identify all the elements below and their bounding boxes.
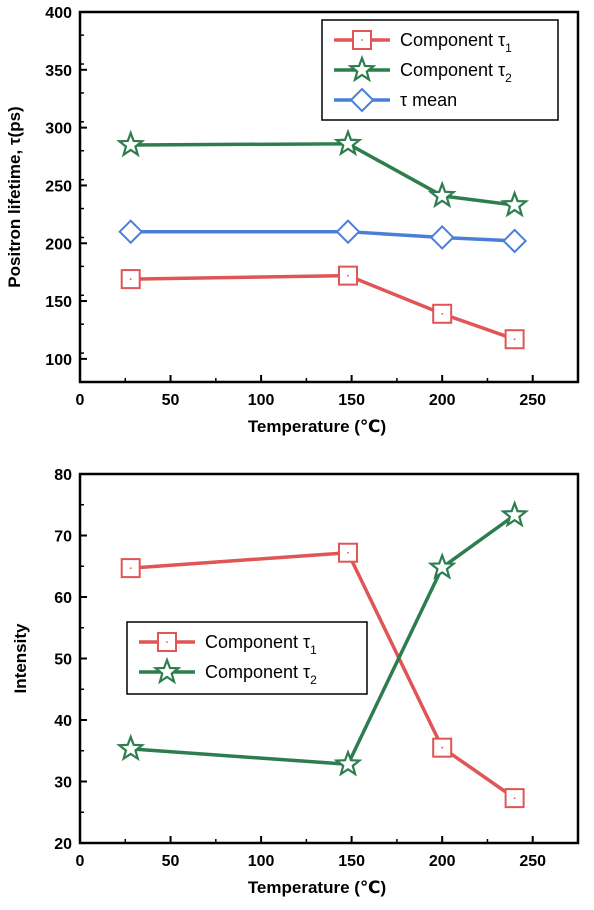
y-tick-label: 80 — [54, 467, 72, 484]
y-axis-title: Intensity — [11, 623, 30, 693]
data-point-tau1-center-dot — [441, 312, 444, 315]
data-point-tau1-center-dot — [513, 338, 516, 341]
data-point-tau2 — [500, 500, 530, 528]
y-tick-label: 200 — [45, 236, 72, 253]
x-axis-title: Temperature (℃) — [248, 417, 386, 436]
x-tick-label: 0 — [76, 392, 85, 409]
data-point-tau2 — [427, 180, 457, 209]
series-line-tau2 — [130, 513, 516, 767]
y-tick-label: 40 — [54, 713, 72, 730]
legend-marker-tau1-center-dot — [166, 641, 168, 643]
x-tick-label: 200 — [429, 853, 456, 870]
y-tick-label: 100 — [45, 352, 72, 369]
data-point-mean — [335, 219, 361, 245]
data-point-tau2 — [333, 128, 363, 157]
y-tick-label: 150 — [45, 294, 72, 311]
legend-marker-tau2 — [152, 656, 182, 685]
y-tick-label: 400 — [45, 5, 72, 22]
data-point-tau1-center-dot — [129, 278, 132, 280]
y-tick-label: 60 — [54, 590, 72, 607]
y-tick-label: 300 — [45, 121, 72, 138]
x-tick-label: 50 — [162, 853, 180, 870]
legend-marker-tau1-center-dot — [361, 39, 363, 41]
x-tick-label: 250 — [519, 392, 546, 409]
x-tick-label: 150 — [338, 853, 365, 870]
data-point-tau2 — [333, 749, 363, 777]
y-tick-label: 20 — [54, 836, 72, 853]
x-tick-label: 200 — [429, 392, 456, 409]
x-tick-label: 100 — [248, 853, 275, 870]
data-point-mean — [118, 219, 144, 245]
lifetime-chart: 0 50 100 150 200 250 100 150 200 250 300 350 400 Temp… — [5, 5, 580, 436]
data-point-tau2 — [500, 189, 530, 218]
data-point-tau1-center-dot — [441, 746, 444, 749]
y-tick-label: 50 — [54, 652, 72, 669]
y-tick-label: 350 — [45, 63, 72, 80]
data-point-tau2 — [116, 129, 146, 158]
x-tick-label: 150 — [338, 392, 365, 409]
series-line-tau1 — [130, 273, 516, 341]
x-tick-label: 0 — [76, 853, 85, 870]
legend-marker-tau2 — [347, 54, 377, 83]
data-point-tau1-center-dot — [347, 551, 349, 554]
x-tick-label: 50 — [162, 392, 180, 409]
data-point-tau1-center-dot — [129, 567, 132, 569]
data-point-tau1-center-dot — [513, 797, 516, 800]
y-tick-label: 250 — [45, 178, 72, 195]
x-tick-label: 250 — [519, 853, 546, 870]
data-point-tau2 — [427, 552, 457, 580]
intensity-chart: 0 50 100 150 200 250 20 30 40 50 60 70 80 Temperature… — [11, 467, 580, 897]
data-point-tau2 — [116, 733, 146, 762]
series-line-mean — [130, 229, 515, 243]
plot-frame — [78, 10, 580, 384]
legend-marker-mean — [349, 87, 375, 113]
y-tick-label: 70 — [54, 529, 72, 546]
y-tick-label: 30 — [54, 775, 72, 792]
data-point-mean — [429, 225, 455, 250]
x-axis-title: Temperature (℃) — [248, 878, 386, 897]
data-point-tau1-center-dot — [347, 274, 349, 277]
series-line-tau2 — [130, 142, 515, 207]
data-point-mean — [502, 228, 528, 254]
y-axis-title: Positron lifetime, τ(ps) — [5, 106, 24, 287]
series-line-tau1 — [130, 550, 516, 800]
x-tick-label: 100 — [248, 392, 275, 409]
legend-label-mean: τ mean — [400, 90, 457, 110]
